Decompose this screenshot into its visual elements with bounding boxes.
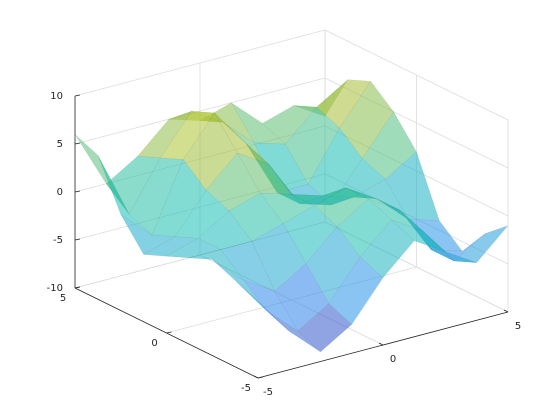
- surface-face: [251, 223, 307, 292]
- surface-face: [231, 102, 287, 145]
- surface-face: [128, 157, 184, 236]
- x-tick-label: 5: [515, 321, 521, 332]
- y-tick-label: 0: [151, 338, 157, 349]
- surface-face: [165, 238, 222, 259]
- grid-line: [74, 29, 326, 97]
- surface-face: [359, 219, 415, 279]
- surface-face: [182, 112, 238, 191]
- z-tick-label: 10: [50, 91, 63, 102]
- y-tick: [166, 331, 172, 334]
- grid-line: [74, 77, 326, 145]
- z-tick: [74, 238, 81, 241]
- y-tick: [257, 376, 264, 379]
- x-tick-label: 0: [390, 354, 396, 365]
- z-tick-label: 0: [57, 187, 63, 198]
- surface-face: [234, 280, 290, 332]
- x-tick: [253, 375, 259, 379]
- surface-face: [242, 279, 298, 332]
- surface-face: [266, 310, 321, 353]
- z-tick-label: 5: [57, 139, 63, 150]
- surface-face: [453, 225, 509, 263]
- surface-face: [97, 155, 153, 236]
- surface-face: [142, 236, 199, 257]
- surface-face: [391, 219, 446, 252]
- y-tick-label: -5: [241, 383, 251, 394]
- y-tick: [74, 286, 81, 289]
- surface-face: [120, 214, 176, 255]
- z-tick-label: -10: [47, 283, 63, 294]
- z-tick: [74, 94, 81, 97]
- x-tick: [503, 309, 509, 313]
- z-tick: [74, 142, 81, 145]
- grid-line: [324, 29, 509, 121]
- z-tick: [74, 190, 81, 193]
- x-tick: [378, 342, 384, 346]
- z-tick-label: -5: [53, 235, 63, 246]
- x-tick-label: -5: [263, 387, 273, 398]
- surface-face: [189, 249, 244, 281]
- y-tick-label: 5: [60, 293, 66, 304]
- surface-face: [212, 259, 267, 311]
